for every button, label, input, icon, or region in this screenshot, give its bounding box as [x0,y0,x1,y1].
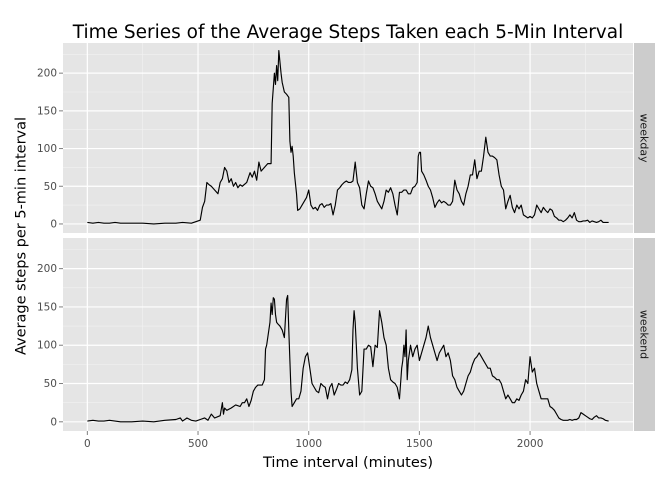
facet-strip [634,43,655,233]
panels: 0 50 100 150 200 weekday 0 50 100 150 200 weekend 0 5… [37,43,655,450]
y-tick-label: 150 [37,301,57,313]
x-tick-label: 2000 [517,438,544,450]
facet-strip [634,238,655,431]
panel-weekend: 0 50 100 150 200 weekend [37,238,655,431]
series-line-weekend [87,294,609,423]
panel-background [63,238,633,431]
y-tick-label: 0 [50,218,57,230]
x-axis-title: Time interval (minutes) [262,455,433,471]
panel-weekday: 0 50 100 150 200 weekday [37,43,655,233]
y-tick-label: 50 [44,378,57,390]
y-tick-label: 150 [37,105,57,117]
facet-strip-label: weekend [638,310,651,359]
panel-background [63,43,633,233]
y-tick-label: 200 [37,263,57,275]
y-tick-label: 100 [37,340,57,352]
x-tick-label: 0 [84,438,91,450]
series-line-weekday [87,49,609,225]
x-axis: 0 500 1000 1500 2000 [84,431,543,450]
chart-title: Time Series of the Average Steps Taken e… [72,22,623,43]
x-tick-label: 500 [188,438,208,450]
y-tick-label: 50 [44,181,57,193]
facet-strip-label: weekday [638,113,651,163]
y-tick-label: 200 [37,68,57,80]
y-tick-label: 100 [37,143,57,155]
x-tick-label: 1000 [295,438,322,450]
y-tick-label: 0 [50,416,57,428]
x-tick-label: 1500 [406,438,433,450]
y-axis-title: Average steps per 5-min interval [14,117,30,355]
